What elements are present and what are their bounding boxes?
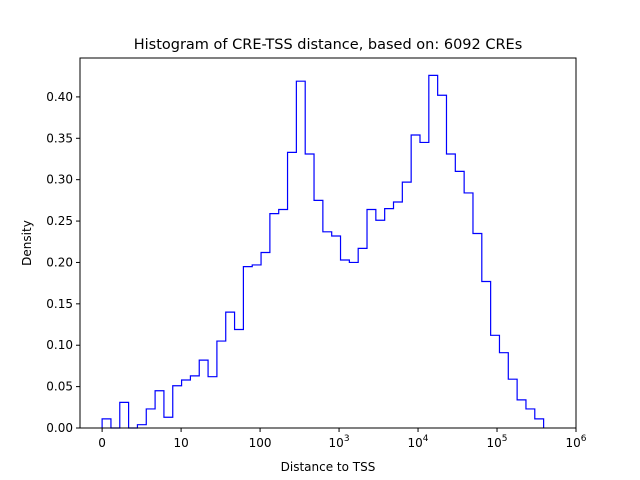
histogram-step-line [101,74,545,429]
y-tick-label: 0.15 [46,297,73,311]
x-tick-label: 100 [249,436,272,450]
x-tick-label: 106 [565,434,586,450]
plot-frame [79,57,577,429]
y-tick-label: 0.05 [46,380,73,394]
y-axis-label: Density [20,220,34,266]
y-tick-label: 0.20 [46,255,73,269]
y-tick-label: 0.30 [46,173,73,187]
y-tick-label: 0.35 [46,131,73,145]
x-tick-label: 0 [98,436,106,450]
x-tick-label: 103 [329,434,350,450]
y-tick-label: 0.40 [46,90,73,104]
y-tick-label: 0.10 [46,338,73,352]
x-tick-label: 104 [408,434,429,450]
x-tick-label: 105 [487,434,508,450]
y-tick-label: 0.00 [46,421,73,435]
chart-title: Histogram of CRE-TSS distance, based on:… [134,37,523,53]
x-axis-label: Distance to TSS [281,460,376,474]
x-tick-label: 10 [173,436,188,450]
y-tick-label: 0.25 [46,214,73,228]
